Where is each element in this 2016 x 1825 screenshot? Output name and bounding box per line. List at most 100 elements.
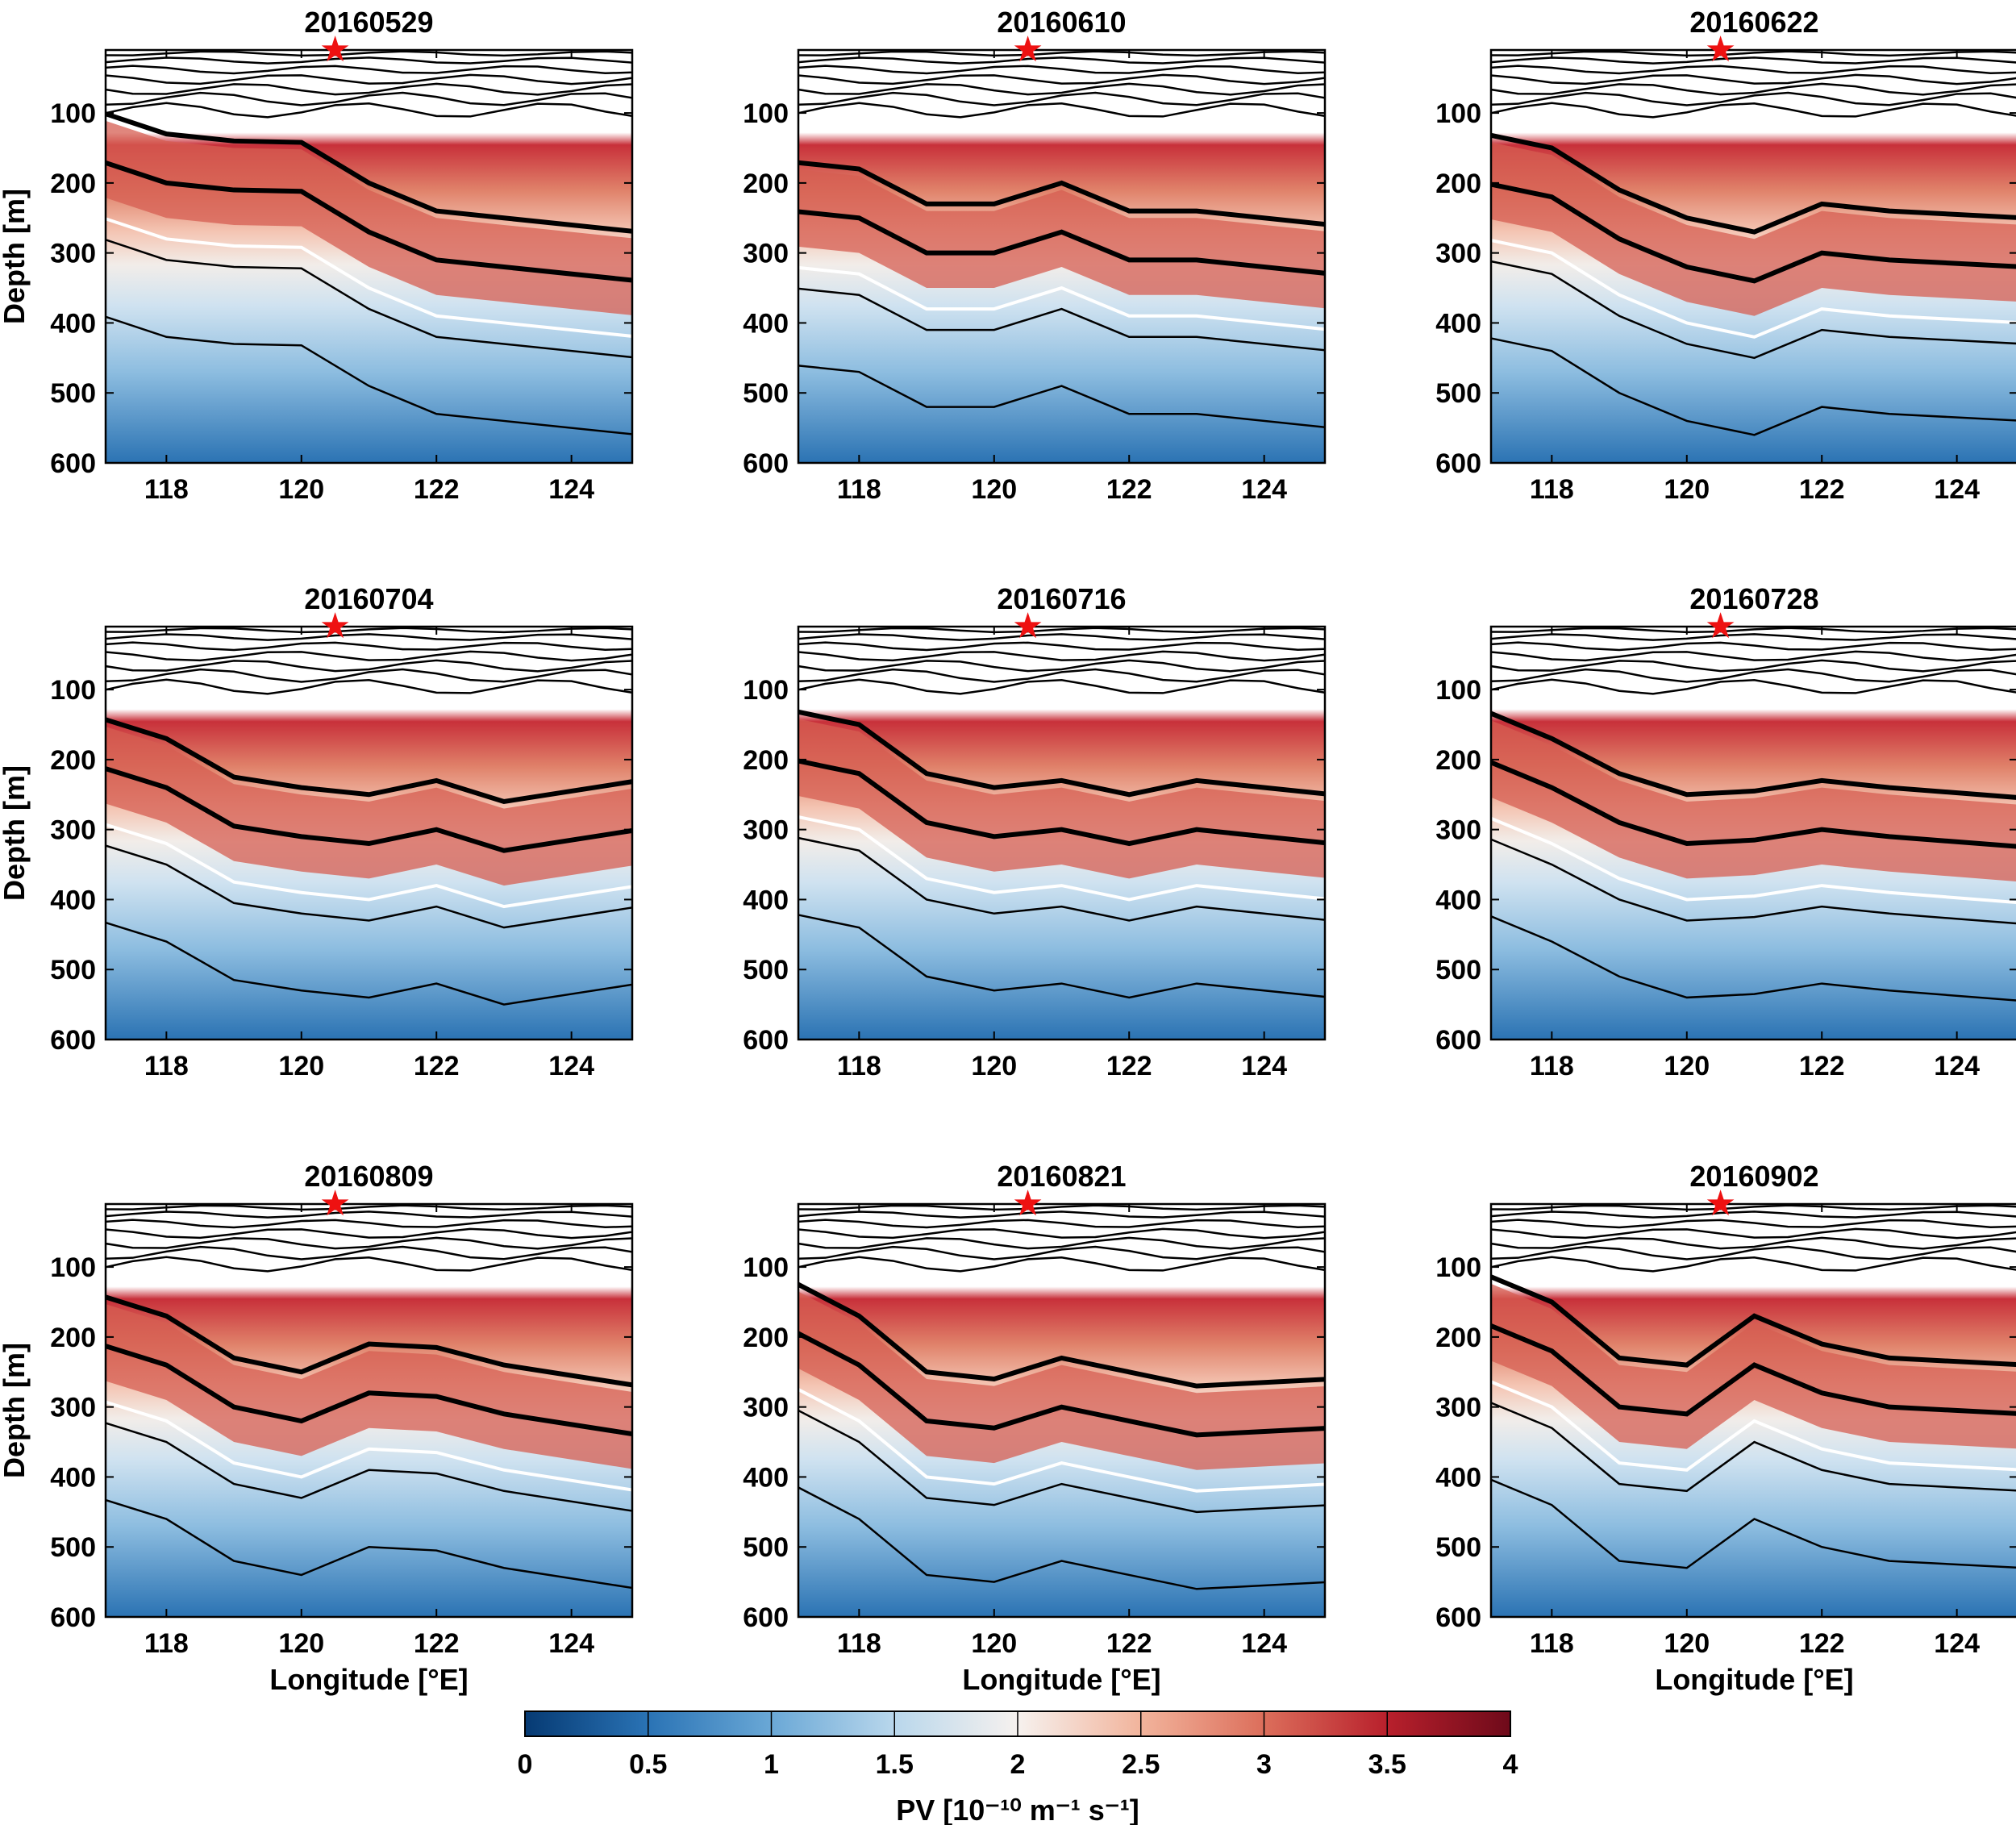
isopycnal-deep xyxy=(1491,337,2016,436)
high-pv-band xyxy=(798,1291,1325,1470)
pv-field xyxy=(798,627,1325,1040)
isopycnal-thick xyxy=(798,709,1325,798)
pv-field xyxy=(1491,627,2016,1040)
y-tick-label: 600 xyxy=(1435,1602,1481,1633)
y-tick-label: 600 xyxy=(50,448,96,479)
isopycnal-shallow xyxy=(1491,1236,2016,1250)
isopycnal-shallow xyxy=(798,668,1325,683)
pv-2-contour xyxy=(798,265,1325,331)
pv-2-contour xyxy=(798,1387,1325,1493)
pv-2-contour xyxy=(798,815,1325,902)
isopycnal-shallow xyxy=(1491,50,2016,57)
isopycnal-shallow xyxy=(106,1227,632,1240)
isopycnal-shallow xyxy=(106,50,632,57)
isopycnal-shallow xyxy=(1491,1245,2016,1260)
pv-2-contour xyxy=(106,823,632,909)
isopycnal-thick xyxy=(106,717,632,805)
x-tick-label: 122 xyxy=(1799,1051,1845,1081)
x-axis-label: Longitude [°E] xyxy=(269,1663,468,1696)
isopycnal-thick xyxy=(106,160,632,283)
y-tick-label: 400 xyxy=(1435,1462,1481,1493)
y-tick-label: 400 xyxy=(50,885,96,915)
isopycnal-shallow xyxy=(798,91,1325,106)
y-tick-label: 100 xyxy=(1435,1252,1481,1283)
isopycnal-shallow xyxy=(1491,1256,2016,1273)
station-star-icon: ★ xyxy=(319,29,351,70)
isopycnal-shallow xyxy=(1491,82,2016,96)
y-tick-label: 200 xyxy=(743,1323,789,1353)
y-tick-label: 200 xyxy=(50,1323,96,1353)
panel-7: 20160809★ 118 120 122 124 100 200 300 400 500 600 D… xyxy=(0,1160,634,1696)
y-tick-label: 500 xyxy=(50,1532,96,1563)
isopycnal-deep xyxy=(798,287,1325,352)
y-tick-label: 300 xyxy=(50,239,96,269)
isopycnal-shallow xyxy=(106,633,632,641)
y-tick-label: 400 xyxy=(743,308,789,339)
panel-8: 20160821★ 118 120 122 124 100 200 300 400 500 600 L… xyxy=(743,1160,1327,1696)
isopycnal-shallow xyxy=(1491,56,2016,65)
panel-3: 20160622★ 118 120 122 124 100 200 300 400 500 600 xyxy=(1435,6,2016,505)
isopycnal-shallow xyxy=(798,1236,1325,1250)
isopycnal-deep xyxy=(1491,1402,2016,1493)
x-tick-label: 124 xyxy=(1241,1051,1287,1081)
y-tick-label: 200 xyxy=(50,169,96,199)
colorbar-label: PV [10⁻¹⁰ m⁻¹ s⁻¹] xyxy=(896,1794,1139,1825)
isopycnal-deep xyxy=(798,914,1325,999)
y-tick-label: 400 xyxy=(1435,885,1481,915)
isopycnal-deep xyxy=(798,1409,1325,1514)
y-tick-label: 200 xyxy=(1435,1323,1481,1353)
isopycnal-shallow xyxy=(1491,65,2016,75)
isopycnal-shallow xyxy=(798,1204,1325,1211)
y-tick-label: 300 xyxy=(743,1393,789,1423)
y-tick-label: 300 xyxy=(743,239,789,269)
axes-frame xyxy=(1489,1202,2016,1619)
isopycnal-shallow xyxy=(798,627,1325,634)
y-tick-label: 200 xyxy=(743,169,789,199)
station-star-icon: ★ xyxy=(1705,29,1736,70)
isopycnal-shallow xyxy=(106,65,632,75)
isopycnal-thick xyxy=(1491,1323,2016,1417)
y-tick-label: 600 xyxy=(1435,448,1481,479)
colorbar: 0 0.5 1 1.5 2 2.5 3 3.5 4 PV [10⁻¹⁰ m⁻¹ s⁻¹] xyxy=(518,1710,1518,1825)
axes-frame xyxy=(104,48,634,465)
y-tick-label: 100 xyxy=(1435,675,1481,706)
panel-9: 20160902★ 118 120 122 124 100 200 300 400 500 600 L… xyxy=(1435,1160,2016,1696)
axes-frame xyxy=(797,625,1327,1041)
y-tick-label: 500 xyxy=(1435,955,1481,985)
x-tick-label: 122 xyxy=(1106,1628,1152,1659)
isopycnal-deep xyxy=(106,1498,632,1590)
high-pv-band xyxy=(106,1304,632,1469)
isopycnal-deep xyxy=(1491,838,2016,925)
x-tick-label: 118 xyxy=(1530,1628,1574,1659)
y-tick-label: 400 xyxy=(50,308,96,339)
colorbar-tick-label: 0 xyxy=(518,1749,533,1780)
station-star-icon: ★ xyxy=(1705,606,1736,647)
isopycnal-shallow xyxy=(1491,678,2016,695)
isopycnal-shallow xyxy=(106,659,632,673)
colorbar-tick-label: 3 xyxy=(1256,1749,1272,1780)
x-tick-label: 124 xyxy=(1934,1628,1980,1659)
station-star-icon: ★ xyxy=(319,1183,351,1224)
panel-title: 20160809 xyxy=(304,1160,433,1193)
y-tick-label: 500 xyxy=(743,1532,789,1563)
isopycnal-shallow xyxy=(106,678,632,695)
pv-2-contour xyxy=(1491,816,2016,904)
x-tick-label: 118 xyxy=(1530,1051,1574,1081)
isopycnal-shallow xyxy=(1491,73,2016,85)
isopycnal-shallow xyxy=(1491,641,2016,652)
y-tick-label: 300 xyxy=(1435,239,1481,269)
isopycnal-deep xyxy=(106,921,632,1006)
x-tick-label: 122 xyxy=(1106,474,1152,505)
y-tick-label: 500 xyxy=(743,378,789,409)
isopycnal-shallow xyxy=(1491,1204,2016,1211)
isopycnal-deep xyxy=(798,1486,1325,1590)
pv-field xyxy=(106,1204,632,1617)
pv-2-contour xyxy=(1491,1380,2016,1472)
colorbar-tick-label: 1 xyxy=(764,1749,779,1780)
isopycnal-shallow xyxy=(798,1256,1325,1273)
isopycnal-deep xyxy=(798,836,1325,922)
colorbar-tick-label: 2.5 xyxy=(1122,1749,1160,1780)
isopycnal-thick xyxy=(1491,132,2016,235)
y-tick-label: 400 xyxy=(743,885,789,915)
isopycnal-shallow xyxy=(106,56,632,65)
